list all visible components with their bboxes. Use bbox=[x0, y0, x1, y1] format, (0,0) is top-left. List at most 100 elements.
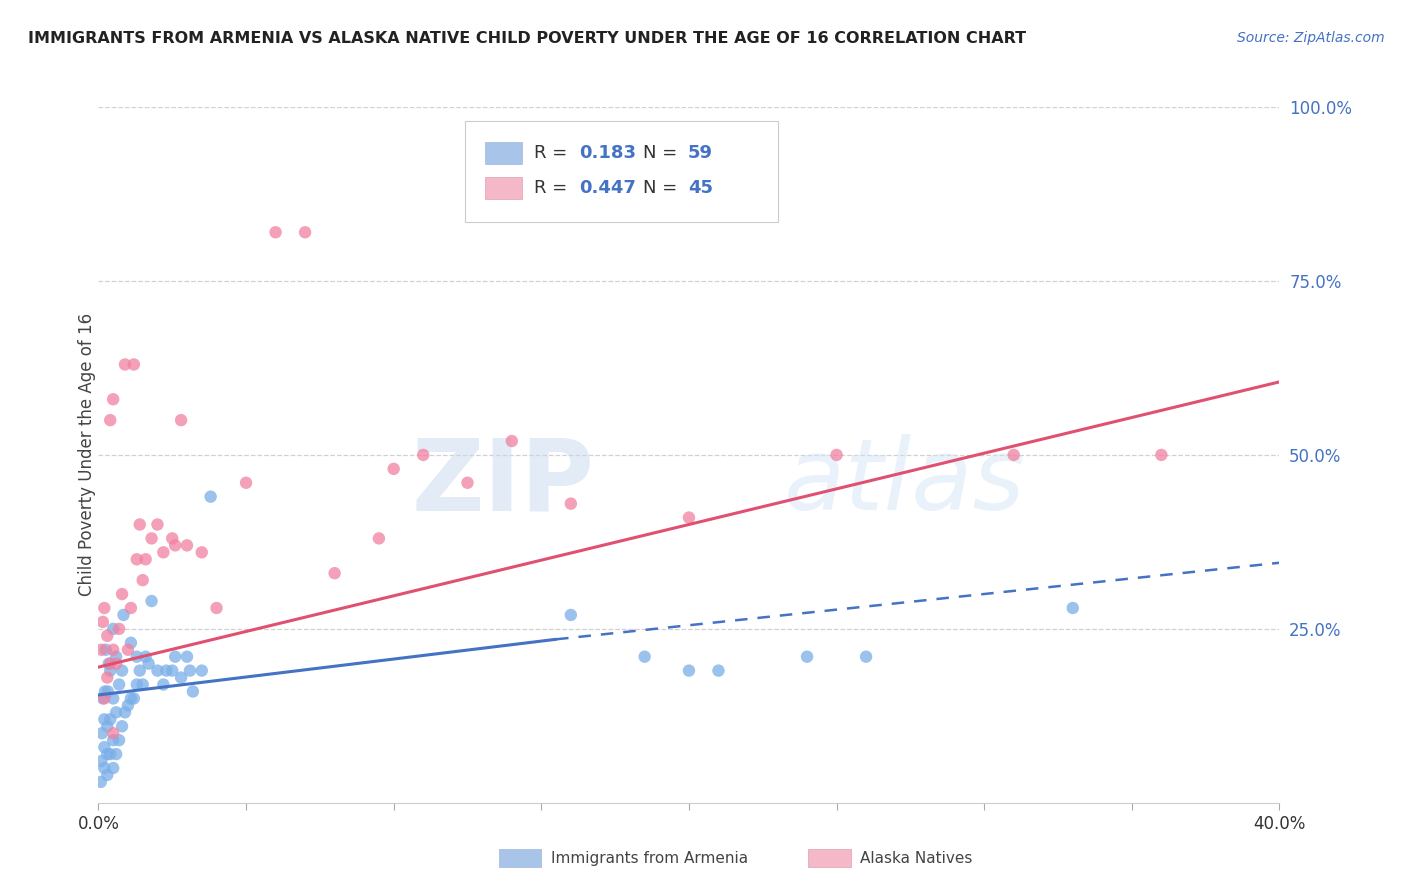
Point bbox=[412, 448, 434, 462]
Point bbox=[235, 475, 257, 490]
Text: Source: ZipAtlas.com: Source: ZipAtlas.com bbox=[1237, 31, 1385, 45]
Text: R =: R = bbox=[534, 178, 574, 197]
Point bbox=[323, 566, 346, 581]
Point bbox=[125, 552, 148, 566]
Bar bbox=[485, 142, 523, 164]
Point bbox=[93, 601, 115, 615]
Point bbox=[170, 413, 193, 427]
Point bbox=[93, 691, 115, 706]
Point bbox=[96, 629, 118, 643]
Point bbox=[90, 754, 112, 768]
Point bbox=[114, 706, 136, 720]
Point bbox=[105, 706, 128, 720]
Point bbox=[120, 636, 142, 650]
Point bbox=[108, 622, 131, 636]
Point bbox=[111, 587, 134, 601]
Text: 0.183: 0.183 bbox=[579, 144, 636, 162]
Point bbox=[103, 733, 125, 747]
Point bbox=[114, 358, 136, 372]
Point bbox=[98, 747, 121, 761]
Point bbox=[117, 642, 139, 657]
Text: Immigrants from Armenia: Immigrants from Armenia bbox=[551, 851, 748, 865]
Point bbox=[112, 607, 135, 622]
Point bbox=[678, 510, 700, 524]
Point bbox=[97, 684, 120, 698]
Point bbox=[120, 691, 142, 706]
Point bbox=[122, 358, 145, 372]
Text: N =: N = bbox=[643, 178, 683, 197]
Point bbox=[103, 726, 125, 740]
Point bbox=[141, 532, 163, 546]
Point bbox=[120, 601, 142, 615]
Point bbox=[135, 649, 157, 664]
Point bbox=[1150, 448, 1173, 462]
Point bbox=[634, 649, 657, 664]
Point bbox=[93, 761, 115, 775]
Text: atlas: atlas bbox=[783, 434, 1025, 532]
Point bbox=[128, 517, 150, 532]
Point bbox=[97, 657, 120, 671]
Point bbox=[108, 677, 131, 691]
Point bbox=[96, 671, 118, 685]
Point bbox=[191, 545, 214, 559]
Point bbox=[103, 761, 125, 775]
Y-axis label: Child Poverty Under the Age of 16: Child Poverty Under the Age of 16 bbox=[79, 313, 96, 597]
Point bbox=[105, 649, 128, 664]
Point bbox=[191, 664, 214, 678]
Text: 0.447: 0.447 bbox=[579, 178, 636, 197]
Point bbox=[176, 538, 198, 552]
Point bbox=[98, 413, 121, 427]
Point bbox=[91, 726, 114, 740]
Point bbox=[165, 649, 187, 664]
Point bbox=[98, 664, 121, 678]
Point bbox=[103, 622, 125, 636]
Point bbox=[93, 740, 115, 755]
Point bbox=[96, 747, 118, 761]
Point bbox=[294, 225, 316, 239]
Point bbox=[98, 657, 121, 671]
Point bbox=[132, 573, 155, 587]
Point bbox=[146, 664, 169, 678]
Point bbox=[155, 664, 177, 678]
Point bbox=[128, 664, 150, 678]
Point bbox=[176, 649, 198, 664]
Text: Alaska Natives: Alaska Natives bbox=[860, 851, 973, 865]
Point bbox=[96, 719, 118, 733]
Point bbox=[117, 698, 139, 713]
Text: ZIP: ZIP bbox=[412, 434, 595, 532]
Point bbox=[560, 607, 582, 622]
Text: 59: 59 bbox=[688, 144, 713, 162]
Text: 45: 45 bbox=[688, 178, 713, 197]
Point bbox=[678, 664, 700, 678]
Point bbox=[382, 462, 405, 476]
Point bbox=[855, 649, 877, 664]
Point bbox=[146, 517, 169, 532]
Point bbox=[93, 712, 115, 726]
Text: IMMIGRANTS FROM ARMENIA VS ALASKA NATIVE CHILD POVERTY UNDER THE AGE OF 16 CORRE: IMMIGRANTS FROM ARMENIA VS ALASKA NATIVE… bbox=[28, 31, 1026, 46]
Point bbox=[264, 225, 287, 239]
Point bbox=[90, 775, 112, 789]
Text: N =: N = bbox=[643, 144, 683, 162]
Point bbox=[111, 664, 134, 678]
Point bbox=[125, 649, 148, 664]
Point bbox=[141, 594, 163, 608]
Point bbox=[132, 677, 155, 691]
Point bbox=[162, 532, 183, 546]
Point bbox=[90, 642, 112, 657]
Point bbox=[796, 649, 818, 664]
Point bbox=[1062, 601, 1084, 615]
Point bbox=[501, 434, 523, 448]
Point bbox=[125, 677, 148, 691]
Point bbox=[105, 747, 128, 761]
Point bbox=[111, 719, 134, 733]
Point bbox=[825, 448, 848, 462]
Point bbox=[179, 664, 201, 678]
FancyBboxPatch shape bbox=[464, 121, 778, 222]
Point bbox=[94, 684, 117, 698]
Point bbox=[91, 691, 114, 706]
Point bbox=[105, 657, 128, 671]
Text: R =: R = bbox=[534, 144, 574, 162]
Point bbox=[181, 684, 204, 698]
Point bbox=[457, 475, 479, 490]
Point bbox=[138, 657, 160, 671]
